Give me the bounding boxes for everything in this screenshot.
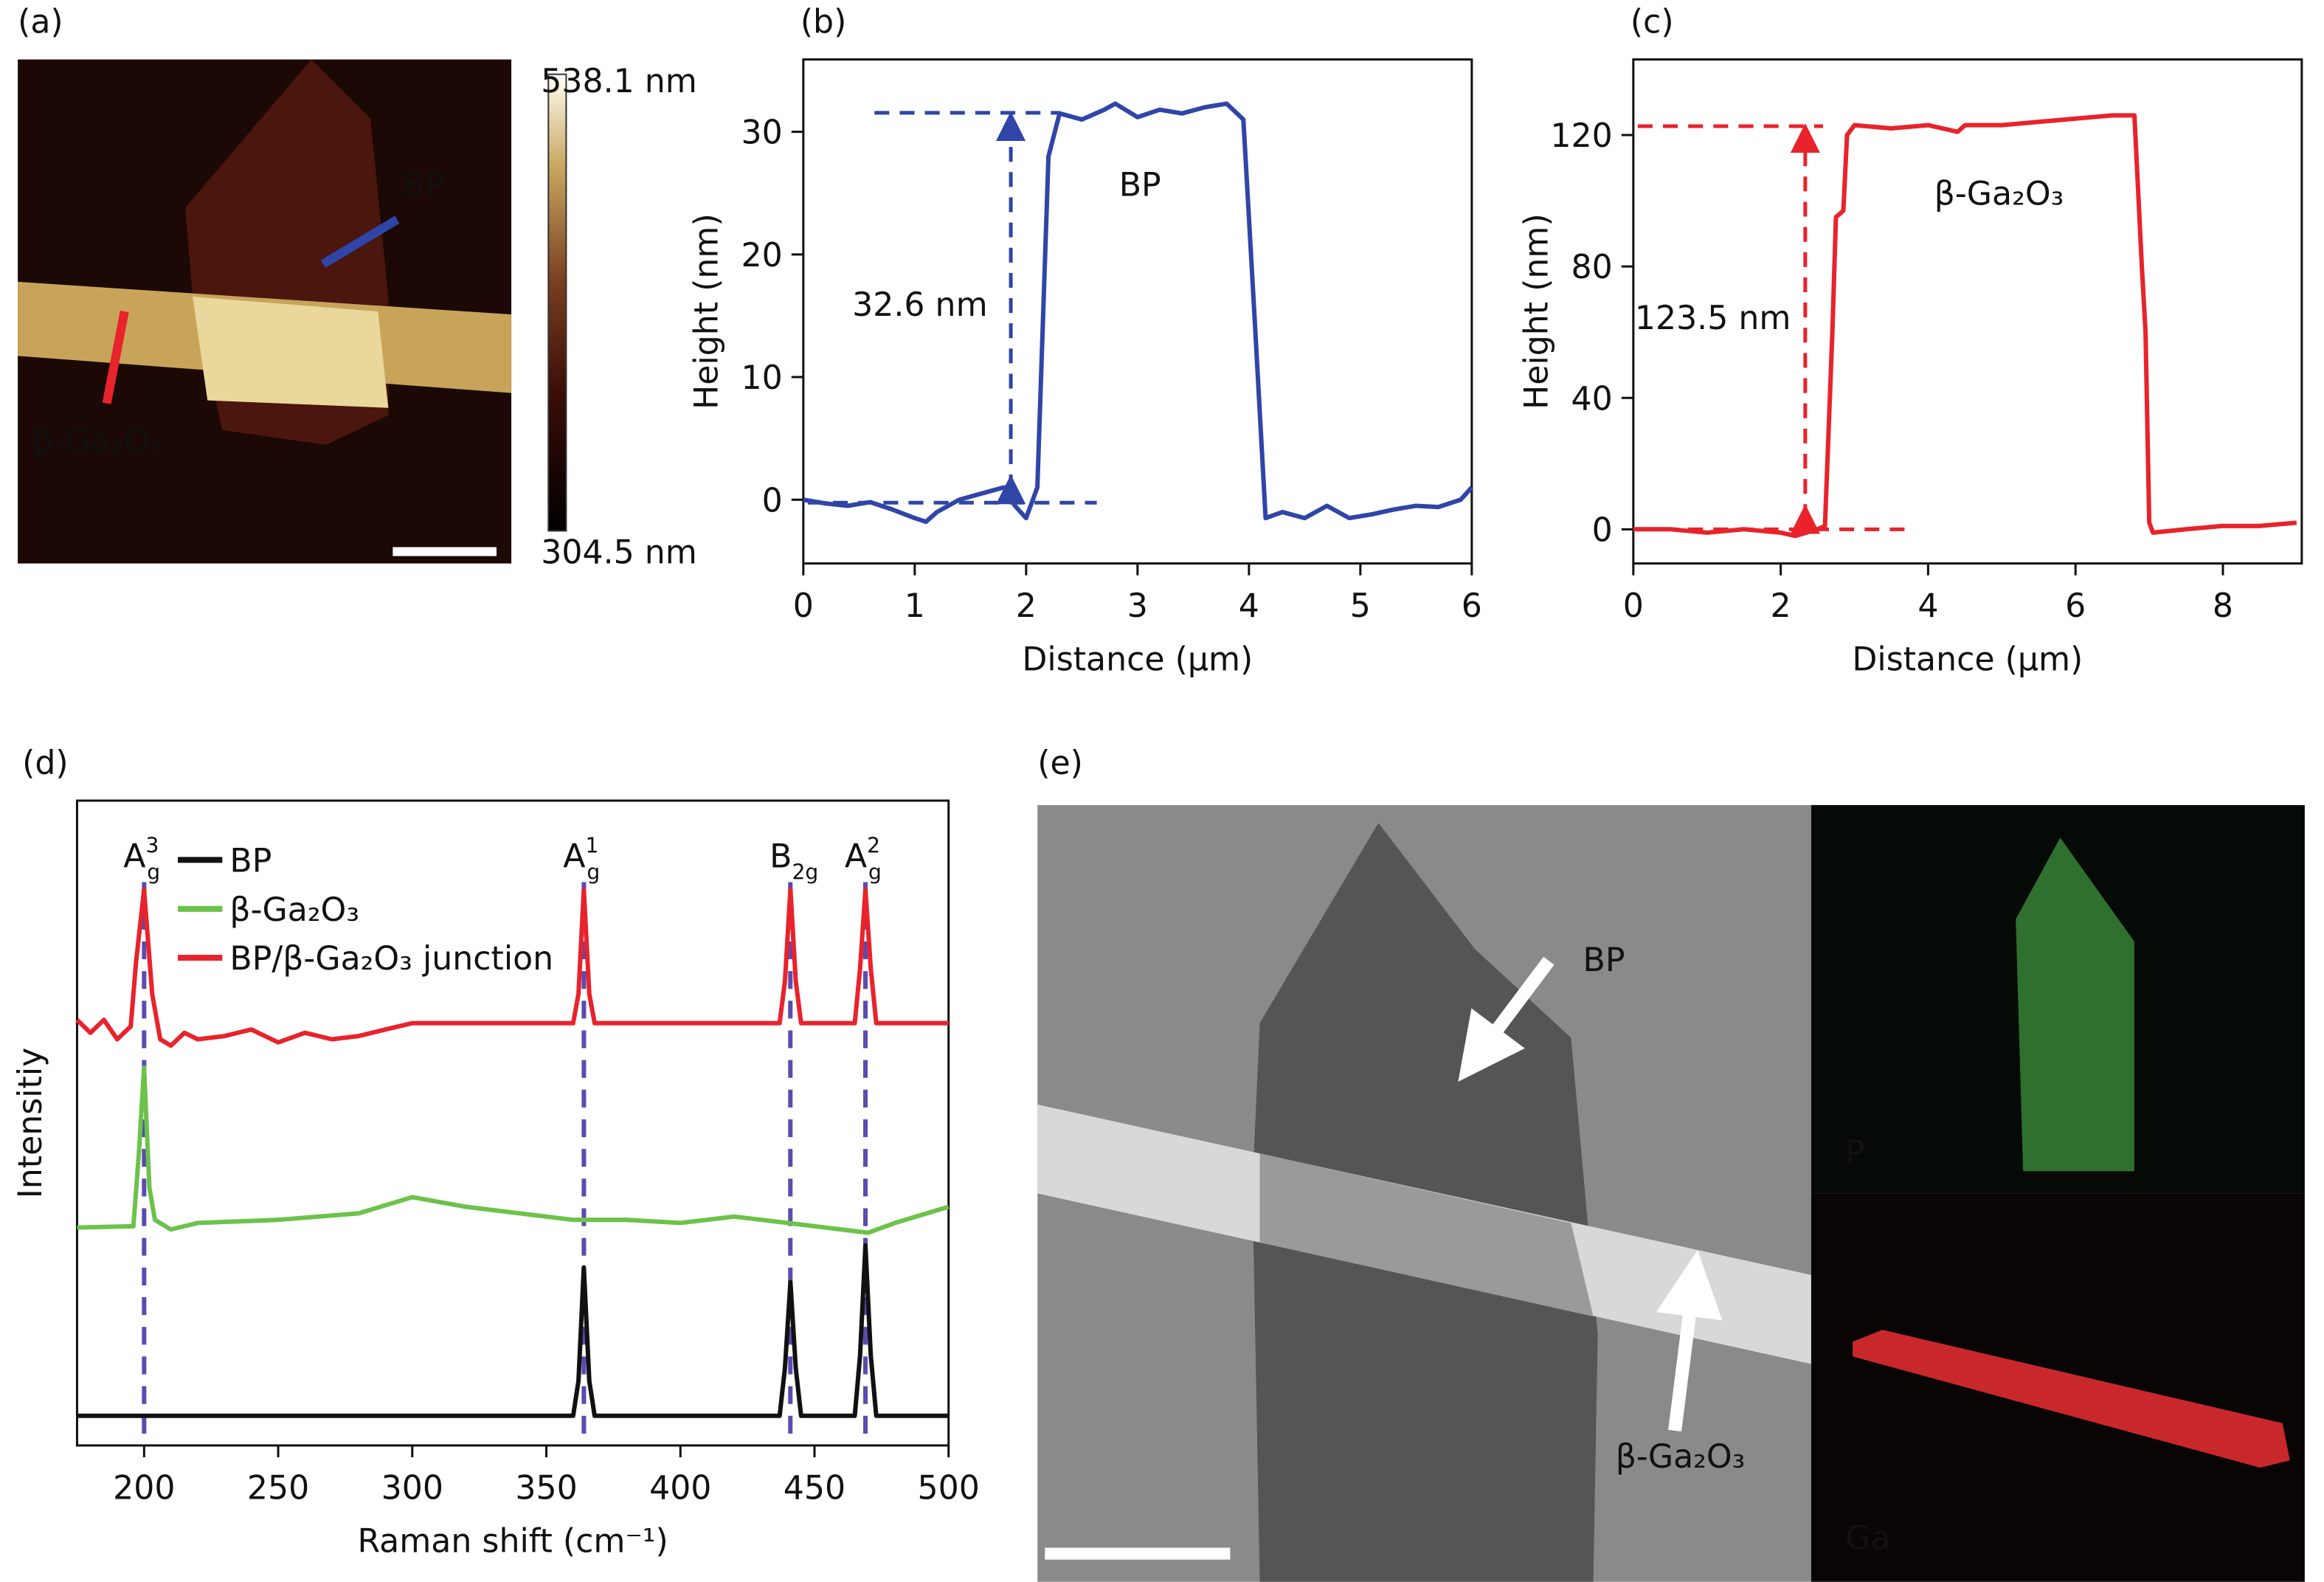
- panel-label: (d): [22, 745, 69, 782]
- annotation: 123.5 nm: [1635, 300, 1791, 337]
- x-tick-label: 2: [1771, 587, 1791, 625]
- peak-label-base: A: [845, 837, 867, 875]
- peak-label-sub: g: [147, 860, 160, 885]
- series-line: [75, 887, 949, 1049]
- peak-label-base: A: [123, 837, 145, 875]
- panel-label: (c): [1630, 3, 1674, 41]
- x-tick-label: 300: [381, 1469, 443, 1507]
- annotation: β-Ga₂O₃: [1616, 1438, 1746, 1476]
- panel-label: (b): [800, 3, 847, 41]
- guides: [807, 111, 1912, 534]
- x-tick-label: 500: [918, 1469, 980, 1507]
- x-tick-label: 4: [1917, 587, 1938, 625]
- series-line: [803, 101, 1474, 525]
- plot-frame: [1632, 58, 2303, 565]
- colorbar-label: 304.5 nm: [541, 534, 697, 572]
- series-line: [1633, 113, 2297, 539]
- peak-label: A2 g: [845, 833, 882, 884]
- y-tick-label: 0: [1592, 511, 1613, 549]
- x-tick-label: 3: [1127, 587, 1148, 625]
- legend-label: β-Ga₂O₃: [229, 891, 359, 929]
- annotation: BP: [1119, 166, 1161, 204]
- y-tick-label: 80: [1571, 249, 1612, 286]
- peak-label-sub: g: [868, 860, 882, 885]
- y-tick-label: 30: [741, 114, 782, 152]
- x-tick-label: 5: [1350, 587, 1371, 625]
- x-tick-label: 6: [2065, 587, 2086, 625]
- peak-label-sup: 3: [145, 833, 159, 857]
- sem-image: [1037, 805, 2305, 1582]
- peak-label-base: A: [563, 837, 585, 875]
- x-axis-label: Raman shift (cm⁻¹): [357, 1523, 668, 1561]
- y-tick-label: 0: [762, 482, 783, 519]
- panel-label: (e): [1037, 745, 1083, 782]
- x-tick-label: 2: [1016, 587, 1037, 625]
- peak-label: A1 g: [563, 833, 600, 884]
- peak-label-sub: g: [587, 860, 600, 885]
- x-tick-label: 350: [515, 1469, 577, 1507]
- plot-frame: [75, 799, 950, 1447]
- x-tick-label: 1: [905, 587, 925, 625]
- series-line: [77, 1243, 949, 1418]
- panel-label: (a): [18, 3, 63, 41]
- annotation: BP: [403, 166, 445, 204]
- y-axis-label: Height (nm): [688, 213, 725, 410]
- x-tick-label: 4: [1239, 587, 1259, 625]
- y-axis-label: Height (nm): [1518, 213, 1555, 410]
- y-tick-label: 40: [1571, 380, 1612, 418]
- x-tick-label: 0: [1623, 587, 1644, 625]
- map-label: Ga: [1845, 1520, 1890, 1558]
- legend-label: BP: [229, 842, 272, 880]
- x-axis-label: Distance (μm): [1852, 640, 2083, 678]
- series-line: [77, 1065, 950, 1235]
- x-tick-label: 0: [793, 587, 814, 625]
- legend-label: BP/β-Ga₂O₃ junction: [229, 940, 553, 978]
- peak-label-sup: 2: [867, 833, 880, 857]
- y-tick-label: 20: [741, 237, 782, 274]
- x-axis-label: Distance (μm): [1022, 640, 1253, 678]
- peak-label: A3 g: [123, 833, 160, 884]
- peak-label-base: B: [770, 837, 792, 875]
- afm-image: [18, 59, 567, 564]
- x-tick-label: 200: [113, 1469, 175, 1507]
- y-axis-label: Intensitiy: [12, 1048, 49, 1199]
- annotation: 32.6 nm: [852, 286, 987, 324]
- annotation: BP: [1583, 942, 1625, 979]
- x-tick-label: 250: [247, 1469, 309, 1507]
- y-tick-label: 10: [741, 359, 782, 397]
- x-tick-label: 450: [784, 1469, 845, 1507]
- x-tick-label: 6: [1462, 587, 1482, 625]
- annotation: β-Ga₂O₃: [32, 423, 162, 460]
- peak-label: B2g: [770, 837, 818, 884]
- peak-label-sub: 2g: [792, 860, 818, 885]
- annotation: β-Ga₂O₃: [1934, 175, 2064, 213]
- map-label: P: [1845, 1134, 1865, 1172]
- x-tick-label: 8: [2213, 587, 2233, 625]
- x-tick-label: 400: [649, 1469, 711, 1507]
- colorbar-label: 538.1 nm: [541, 63, 697, 100]
- peak-label-sup: 1: [586, 833, 599, 857]
- y-tick-label: 120: [1550, 117, 1612, 155]
